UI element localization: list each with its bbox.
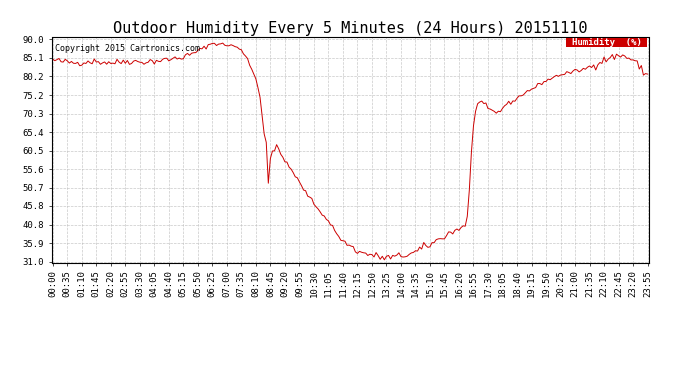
Title: Outdoor Humidity Every 5 Minutes (24 Hours) 20151110: Outdoor Humidity Every 5 Minutes (24 Hou… <box>113 21 587 36</box>
Text: Copyright 2015 Cartronics.com: Copyright 2015 Cartronics.com <box>55 44 199 53</box>
